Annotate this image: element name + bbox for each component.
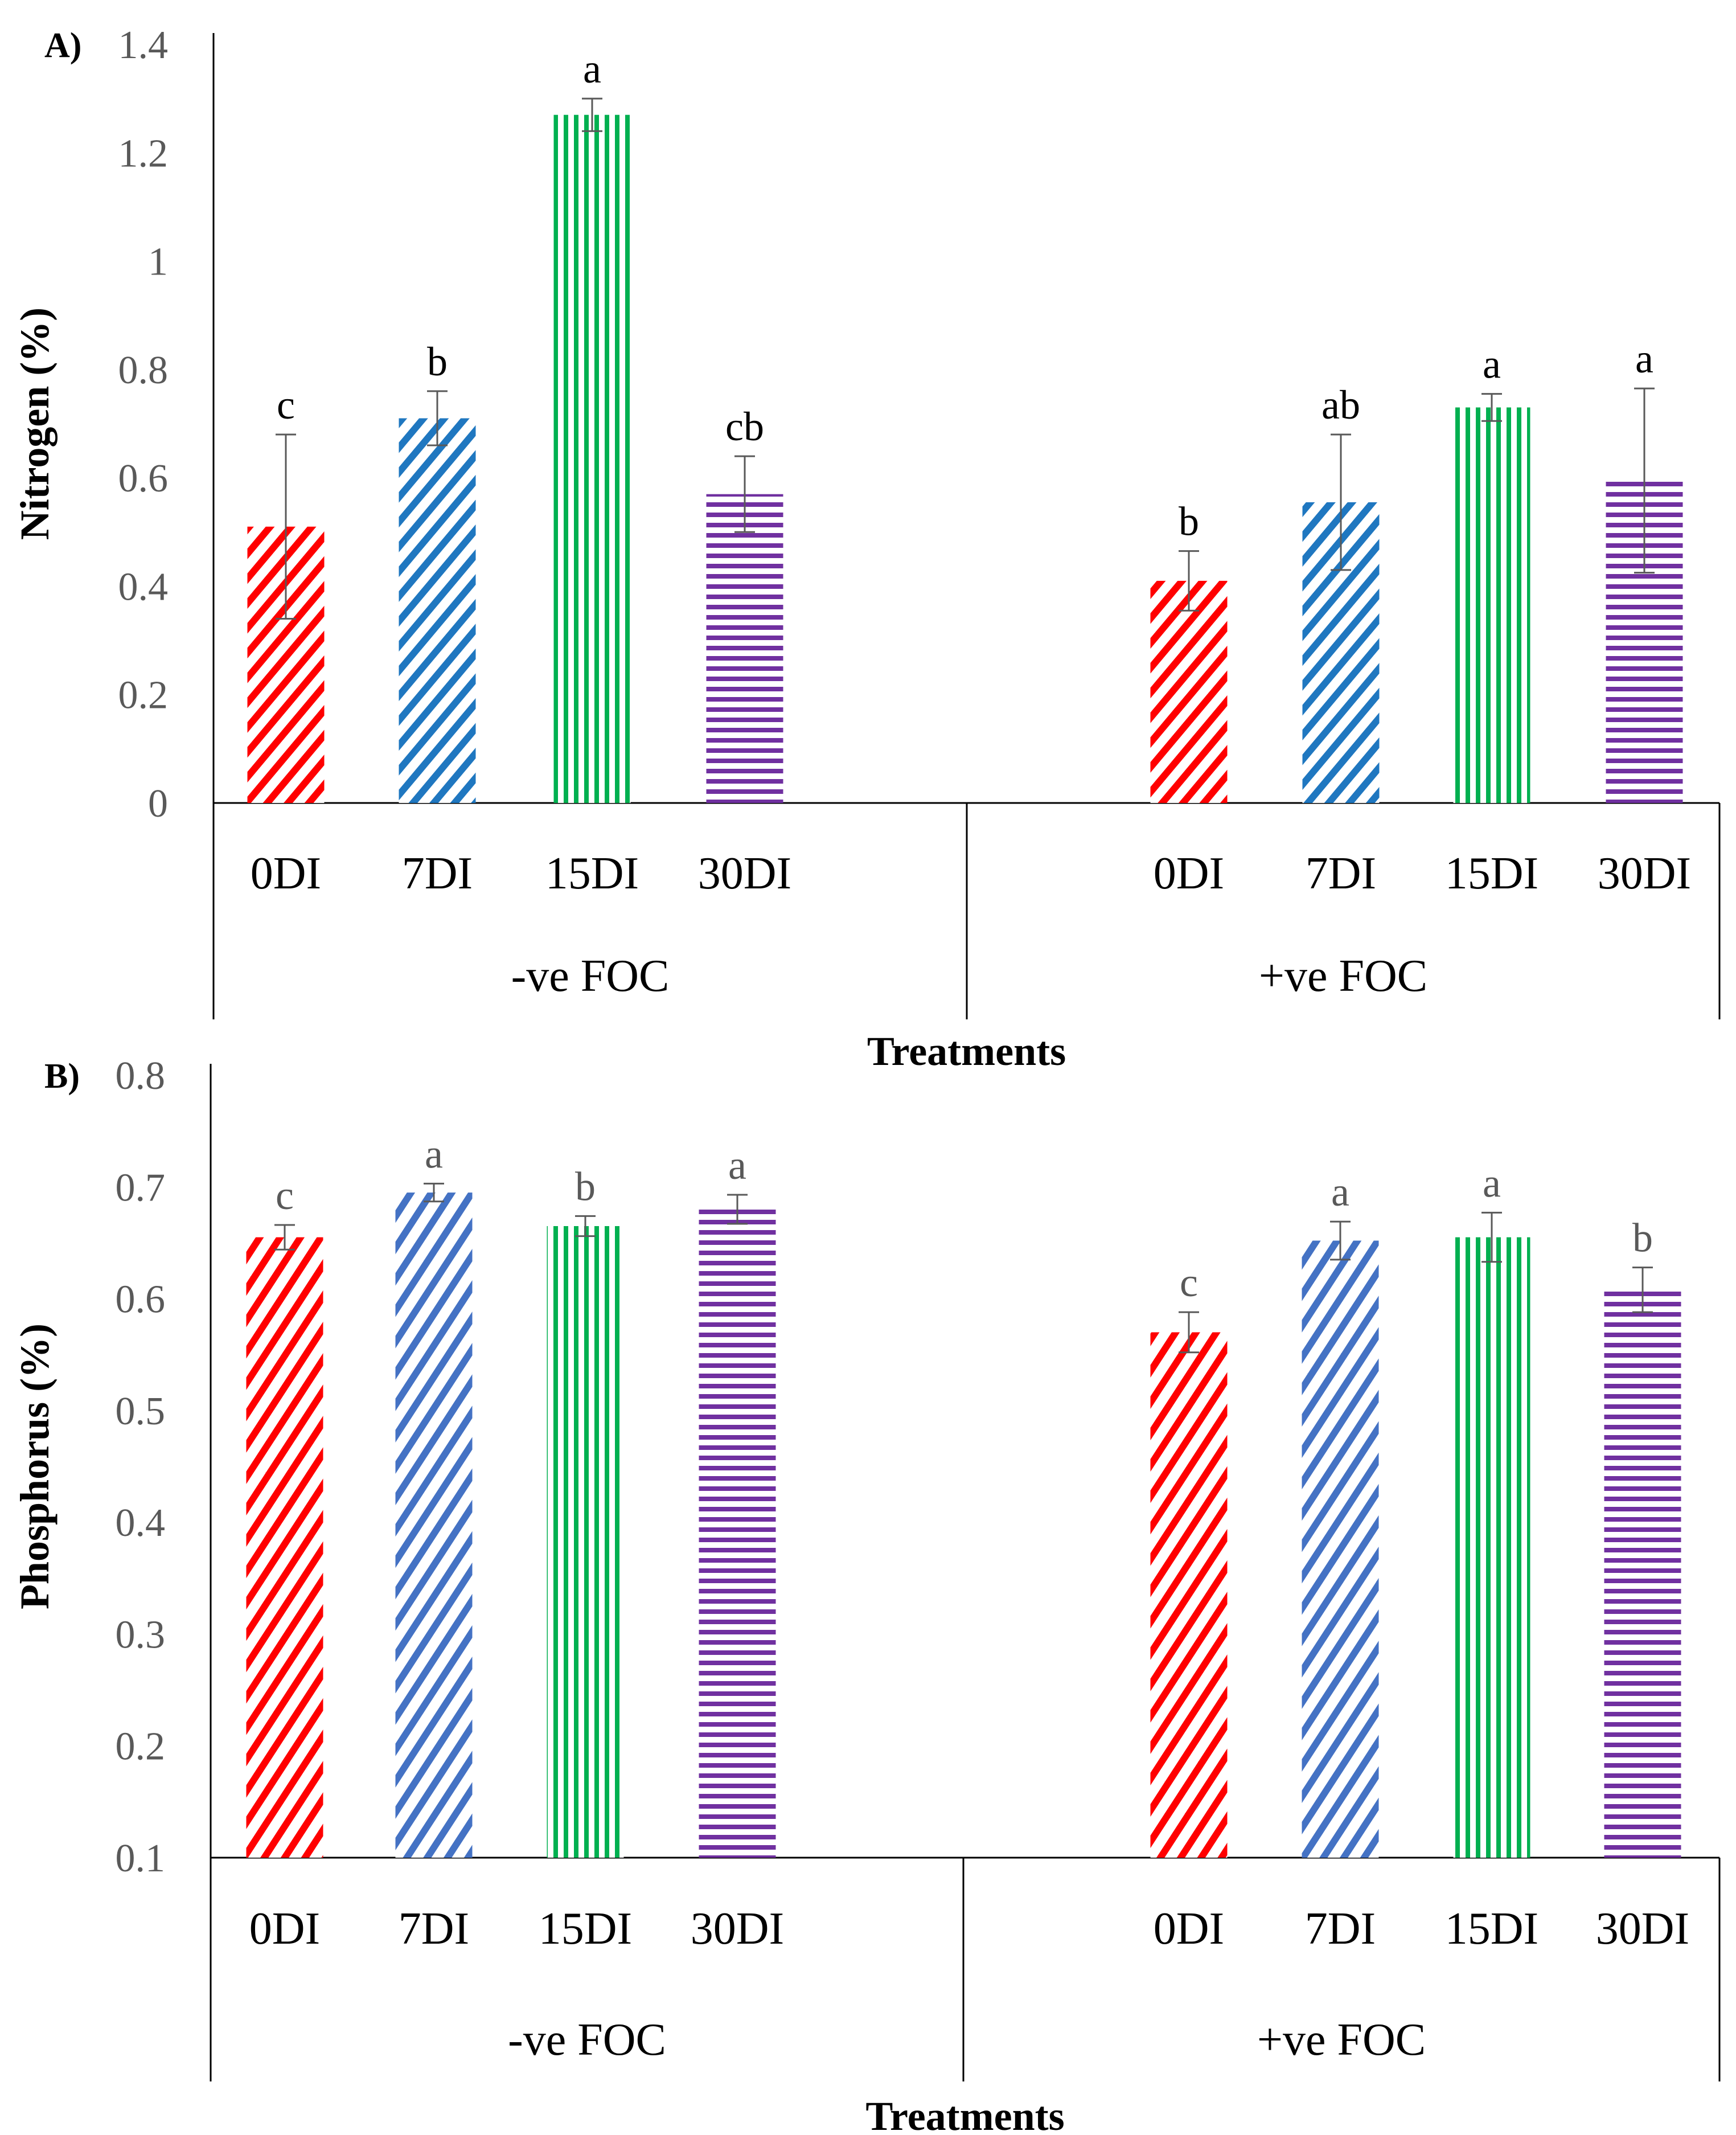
category-label: 30DI xyxy=(698,849,791,899)
significance-letter: c xyxy=(276,1173,294,1218)
category-label: 15DI xyxy=(545,849,639,899)
panel-b: 0.1 0.2 0.3 0.4 0.5 0.6 0.7 0.8 Phosphorus (%) B)… xyxy=(12,1054,1721,2135)
y-tick-label: 0.1 xyxy=(116,1837,166,1880)
bar xyxy=(706,494,783,803)
category-label: 7DI xyxy=(402,849,473,899)
bar xyxy=(547,1226,624,1858)
x-axis-title: Treatments xyxy=(865,2093,1064,2135)
category-label: 15DI xyxy=(1445,849,1538,899)
y-tick-label: 0.3 xyxy=(116,1613,166,1657)
category-label: 15DI xyxy=(1445,1904,1538,1954)
category-label: 7DI xyxy=(1305,1904,1376,1954)
y-tick-label: 1.4 xyxy=(118,23,169,67)
significance-letter: a xyxy=(728,1142,746,1188)
bar xyxy=(1150,580,1228,803)
significance-letter: b xyxy=(1632,1215,1653,1261)
category-label: 7DI xyxy=(1306,849,1376,899)
y-tick-label: 0.5 xyxy=(116,1390,166,1433)
category-label: 0DI xyxy=(249,1904,320,1954)
group-label: -ve FOC xyxy=(508,2015,666,2065)
significance-letter: a xyxy=(1483,342,1501,387)
category-label: 30DI xyxy=(1598,849,1691,899)
y-tick-label: 0.2 xyxy=(118,674,169,718)
y-tick-label: 0.7 xyxy=(116,1166,166,1210)
y-tick-label: 0.2 xyxy=(116,1725,166,1769)
group-label: -ve FOC xyxy=(511,951,670,1001)
y-tick-label: 0.8 xyxy=(118,349,169,392)
bar xyxy=(1453,407,1530,803)
y-tick-label: 1 xyxy=(148,240,168,284)
significance-letter: a xyxy=(1331,1169,1349,1215)
y-tick-label: 0.8 xyxy=(116,1054,166,1098)
group-label: +ve FOC xyxy=(1259,951,1427,1001)
significance-letter: cb xyxy=(725,404,764,449)
significance-letter: a xyxy=(583,46,601,92)
significance-letter: b xyxy=(427,339,448,384)
significance-letter: b xyxy=(1179,499,1199,544)
significance-letter: a xyxy=(1483,1160,1501,1206)
bar xyxy=(246,1237,323,1858)
category-label: 0DI xyxy=(1154,1904,1224,1954)
bar xyxy=(553,114,631,804)
panel-label: B) xyxy=(44,1057,80,1096)
y-tick-label: 0.6 xyxy=(118,457,169,501)
bar xyxy=(1150,1332,1228,1858)
category-label: 30DI xyxy=(1596,1904,1689,1954)
panel-label: A) xyxy=(44,26,81,65)
bar xyxy=(399,418,476,803)
y-tick-label: 0 xyxy=(148,782,168,826)
category-label: 30DI xyxy=(691,1904,784,1954)
category-label: 0DI xyxy=(1154,849,1224,899)
bar xyxy=(395,1193,473,1858)
y-tick-label: 0.6 xyxy=(116,1278,166,1322)
category-label: 15DI xyxy=(539,1904,632,1954)
x-axis-title: Treatments xyxy=(867,1028,1066,1074)
bar xyxy=(1604,1289,1681,1858)
significance-letter: a xyxy=(425,1131,443,1177)
bar xyxy=(699,1209,776,1858)
significance-letter: ab xyxy=(1322,382,1360,428)
bar xyxy=(1302,1240,1379,1858)
group-label: +ve FOC xyxy=(1257,2015,1426,2065)
category-label: 0DI xyxy=(251,849,321,899)
category-label: 7DI xyxy=(399,1904,469,1954)
panel-a: 0 0.2 0.4 0.6 0.8 1 1.2 1.4 Nitrogen (%) A) Treatm… xyxy=(12,23,1721,1074)
significance-letter: c xyxy=(1180,1260,1198,1305)
y-tick-label: 1.2 xyxy=(118,132,169,175)
significance-letter: b xyxy=(575,1163,596,1209)
y-tick-label: 0.4 xyxy=(116,1501,166,1545)
y-axis-title: Nitrogen (%) xyxy=(12,308,58,540)
significance-letter: c xyxy=(277,382,295,428)
y-tick-label: 0.4 xyxy=(118,565,169,609)
bar xyxy=(1453,1237,1530,1858)
y-axis-title: Phosphorus (%) xyxy=(12,1323,58,1609)
significance-letter: a xyxy=(1635,336,1653,382)
